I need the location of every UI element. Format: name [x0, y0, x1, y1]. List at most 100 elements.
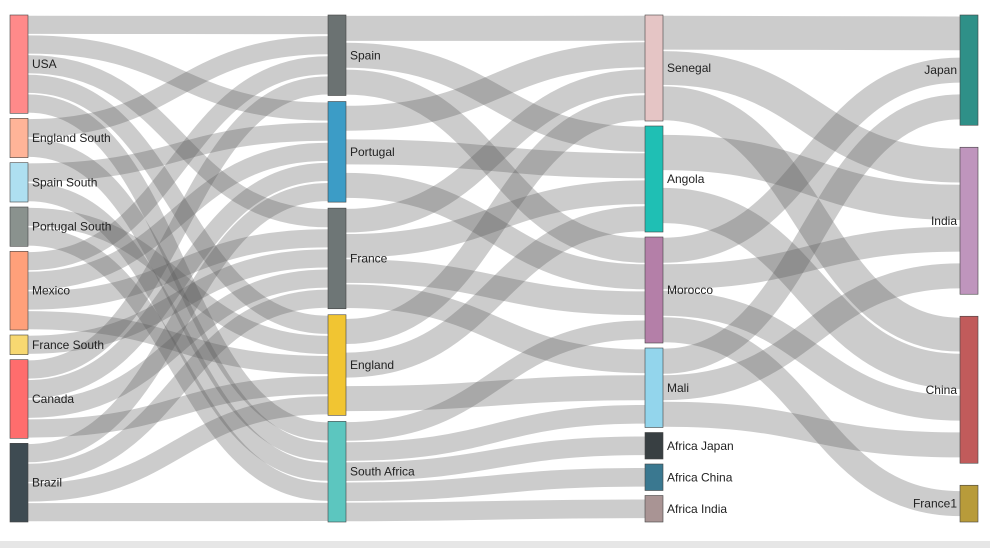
link-senegal-to-china[interactable] — [662, 86, 961, 352]
link-england-to-senegal[interactable] — [345, 95, 646, 345]
link-mali-to-china[interactable] — [662, 401, 961, 458]
node-usa[interactable] — [9, 14, 29, 114]
link-south-africa-to-morocco[interactable] — [345, 320, 646, 441]
link-mexico-to-france[interactable] — [27, 229, 329, 310]
node-england[interactable] — [327, 314, 347, 416]
link-france-to-mali[interactable] — [345, 284, 646, 374]
link-spain-south-to-south-africa[interactable] — [27, 183, 329, 481]
link-mali-to-india[interactable] — [662, 263, 961, 401]
node-canada[interactable] — [9, 359, 29, 439]
node-label-spain-south: Spain South — [32, 175, 97, 189]
node-spain[interactable] — [327, 14, 347, 96]
sankey-labels: USA England South Spain South Portugal Sout… — [32, 48, 957, 516]
node-spain-south[interactable] — [9, 162, 29, 203]
link-morocco-to-france1[interactable] — [662, 317, 961, 517]
link-canada-to-portugal[interactable] — [27, 162, 329, 399]
link-usa-to-england[interactable] — [27, 74, 329, 334]
sankey-links — [27, 15, 961, 522]
link-portugal-to-morocco[interactable] — [345, 172, 646, 290]
node-label-france: France — [350, 251, 388, 265]
link-south-africa-to-africa-india[interactable] — [345, 499, 646, 522]
link-portugal-to-senegal[interactable] — [345, 42, 646, 131]
node-label-spain: Spain — [350, 48, 381, 62]
node-label-japan: Japan — [924, 63, 957, 77]
node-label-mexico: Mexico — [32, 284, 70, 298]
node-label-africa-japan: Africa Japan — [667, 439, 734, 453]
sankey-nodes — [9, 14, 979, 523]
node-mexico[interactable] — [9, 251, 29, 331]
node-morocco[interactable] — [644, 236, 664, 344]
node-label-china: China — [926, 383, 958, 397]
link-england-south-to-spain[interactable] — [27, 36, 329, 138]
link-france-south-to-france[interactable] — [27, 249, 329, 354]
node-senegal[interactable] — [644, 14, 664, 122]
node-label-senegal: Senegal — [667, 61, 711, 75]
link-mexico-to-england[interactable] — [27, 311, 329, 375]
link-brazil-to-portugal[interactable] — [27, 182, 329, 463]
node-label-africa-india: Africa India — [667, 502, 727, 516]
node-label-angola: Angola — [667, 172, 705, 186]
link-portugal-south-to-south-africa[interactable] — [27, 227, 329, 501]
link-portugal-south-to-england[interactable] — [27, 207, 329, 355]
link-morocco-to-india[interactable] — [662, 226, 961, 290]
node-england-south[interactable] — [9, 118, 29, 158]
link-england-south-to-south-africa[interactable] — [27, 138, 329, 461]
node-brazil[interactable] — [9, 443, 29, 523]
link-portugal-to-angola[interactable] — [345, 139, 646, 179]
link-france-to-morocco[interactable] — [345, 259, 646, 316]
link-canada-to-france[interactable] — [27, 269, 329, 418]
link-angola-to-china[interactable] — [662, 187, 961, 389]
node-france[interactable] — [327, 207, 347, 310]
node-label-usa: USA — [32, 57, 57, 71]
node-portugal[interactable] — [327, 101, 347, 203]
node-label-canada: Canada — [32, 392, 74, 406]
link-canada-to-spain[interactable] — [27, 76, 329, 379]
node-france1[interactable] — [959, 484, 979, 523]
node-label-south-africa: South Africa — [350, 465, 415, 479]
link-canada-to-england[interactable] — [27, 376, 329, 438]
link-angola-to-india[interactable] — [662, 134, 961, 220]
node-japan[interactable] — [959, 14, 979, 126]
link-usa-to-france[interactable] — [27, 55, 329, 228]
link-morocco-to-china[interactable] — [662, 290, 961, 421]
link-usa-to-portugal[interactable] — [27, 35, 329, 121]
node-africa-japan[interactable] — [644, 432, 664, 460]
link-mexico-to-spain[interactable] — [27, 56, 329, 271]
node-portugal-south[interactable] — [9, 206, 29, 247]
link-england-to-angola[interactable] — [345, 206, 646, 378]
horizontal-scrollbar-track[interactable] — [0, 541, 990, 548]
node-china[interactable] — [959, 315, 979, 464]
node-south-africa[interactable] — [327, 421, 347, 523]
link-mali-to-japan[interactable] — [662, 94, 961, 374]
node-label-england-south: England South — [32, 131, 111, 145]
node-france-south[interactable] — [9, 334, 29, 355]
link-spain-to-angola[interactable] — [345, 42, 646, 152]
node-mali[interactable] — [644, 347, 664, 428]
link-mexico-to-portugal[interactable] — [27, 142, 329, 290]
link-south-africa-to-africa-japan[interactable] — [345, 436, 646, 482]
node-angola[interactable] — [644, 125, 664, 233]
link-brazil-to-france[interactable] — [27, 289, 329, 482]
link-spain-to-morocco[interactable] — [345, 69, 646, 263]
link-south-africa-to-africa-china[interactable] — [345, 467, 646, 502]
node-label-france-south: France South — [32, 338, 104, 352]
link-morocco-to-japan[interactable] — [662, 57, 961, 263]
node-india[interactable] — [959, 146, 979, 295]
link-senegal-to-india[interactable] — [662, 51, 961, 183]
link-england-to-mali[interactable] — [345, 375, 646, 412]
link-usa-to-south-africa[interactable] — [27, 94, 329, 441]
link-france-to-senegal[interactable] — [345, 69, 646, 233]
link-south-africa-to-mali[interactable] — [345, 404, 646, 461]
node-africa-india[interactable] — [644, 495, 664, 523]
node-label-mali: Mali — [667, 381, 689, 395]
node-africa-china[interactable] — [644, 463, 664, 491]
link-brazil-to-england[interactable] — [27, 396, 329, 502]
link-spain-south-to-portugal[interactable] — [27, 122, 329, 182]
node-label-india: India — [931, 214, 957, 228]
node-label-portugal-south: Portugal South — [32, 220, 111, 234]
link-france-to-angola[interactable] — [345, 180, 646, 258]
node-label-africa-china: Africa China — [667, 470, 733, 484]
node-label-portugal: Portugal — [350, 145, 395, 159]
link-senegal-to-japan[interactable] — [662, 15, 961, 51]
